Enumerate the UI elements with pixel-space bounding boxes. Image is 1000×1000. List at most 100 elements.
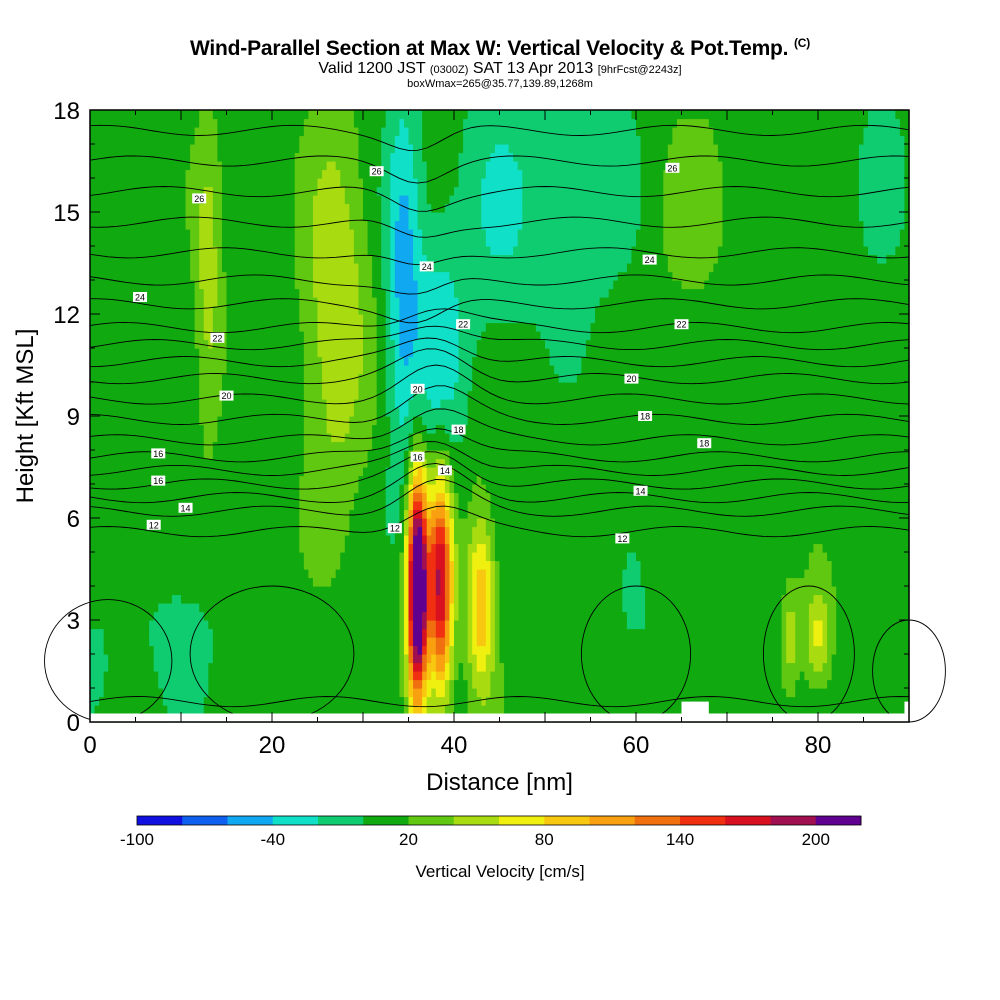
field-cell (208, 169, 214, 179)
field-cell (367, 118, 373, 128)
field-cell (208, 118, 214, 128)
field-cell (144, 373, 150, 383)
field-cell (212, 135, 218, 145)
field-cell (258, 577, 264, 587)
field-cell (303, 237, 309, 247)
field-cell (99, 407, 105, 417)
field-cell (267, 416, 273, 426)
field-cell (363, 450, 369, 460)
field-cell (121, 603, 127, 613)
field-cell (231, 254, 237, 264)
field-cell (358, 161, 364, 171)
field-cell (358, 705, 364, 715)
field-cell (385, 297, 391, 307)
field-cell (221, 603, 228, 613)
field-cell (394, 263, 400, 273)
field-cell (217, 297, 223, 307)
field-cell (185, 297, 191, 307)
field-cell (231, 280, 237, 290)
field-cell (203, 696, 209, 706)
field-cell (185, 637, 191, 647)
field-cell (344, 416, 350, 426)
field-cell (258, 254, 264, 264)
field-cell (126, 416, 132, 426)
field-cell (363, 339, 369, 349)
field-cell (158, 237, 164, 247)
field-cell (367, 543, 373, 553)
field-cell (130, 441, 137, 451)
field-cell (240, 509, 246, 519)
field-cell (276, 654, 282, 664)
field-cell (121, 382, 127, 392)
field-cell (176, 543, 182, 553)
field-cell (272, 416, 278, 426)
field-cell (130, 237, 137, 247)
field-cell (363, 586, 369, 596)
field-cell (194, 203, 200, 213)
field-cell (226, 127, 232, 137)
field-cell (108, 373, 114, 383)
field-cell (185, 586, 191, 596)
field-cell (276, 280, 282, 290)
field-cell (272, 662, 278, 672)
field-cell (153, 195, 159, 205)
field-cell (244, 365, 250, 375)
field-cell (390, 203, 396, 213)
field-cell (258, 356, 264, 366)
field-cell (190, 356, 196, 366)
field-cell (267, 441, 273, 451)
field-cell (181, 220, 187, 230)
field-cell (372, 365, 378, 375)
field-cell (112, 314, 118, 324)
field-cell (331, 348, 337, 358)
field-cell (312, 441, 319, 451)
field-cell (94, 169, 100, 179)
field-cell (99, 314, 105, 324)
field-cell (331, 118, 337, 128)
field-cell (399, 620, 405, 630)
field-cell (276, 696, 282, 706)
field-cell (240, 271, 246, 281)
field-cell (144, 475, 150, 485)
field-cell (390, 552, 396, 562)
field-cell (385, 407, 391, 417)
field-cell (276, 577, 282, 587)
field-cell (108, 280, 114, 290)
field-cell (221, 144, 228, 154)
field-cell (272, 543, 278, 553)
field-cell (281, 288, 287, 298)
field-cell (367, 501, 373, 511)
field-cell (312, 271, 319, 281)
field-cell (376, 679, 382, 689)
field-cell (99, 161, 105, 171)
field-cell (353, 271, 360, 281)
field-cell (126, 152, 132, 162)
field-cell (240, 152, 246, 162)
field-cell (317, 356, 323, 366)
field-cell (226, 662, 232, 672)
field-cell (181, 679, 187, 689)
field-cell (326, 475, 332, 485)
field-cell (217, 705, 223, 715)
field-cell (162, 416, 168, 426)
field-cell (403, 671, 410, 681)
field-cell (126, 271, 132, 281)
field-cell (212, 637, 218, 647)
field-cell (99, 458, 105, 468)
field-cell (217, 467, 223, 477)
field-cell (290, 509, 296, 519)
field-cell (90, 560, 96, 570)
field-cell (226, 458, 232, 468)
field-cell (262, 237, 269, 247)
field-cell (185, 135, 191, 145)
field-cell (253, 628, 259, 638)
field-cell (140, 135, 146, 145)
field-cell (162, 348, 168, 358)
field-cell (226, 433, 232, 443)
field-cell (331, 161, 337, 171)
field-cell (181, 645, 187, 655)
field-cell (394, 662, 400, 672)
field-cell (267, 220, 273, 230)
field-cell (94, 416, 100, 426)
field-cell (312, 688, 319, 698)
